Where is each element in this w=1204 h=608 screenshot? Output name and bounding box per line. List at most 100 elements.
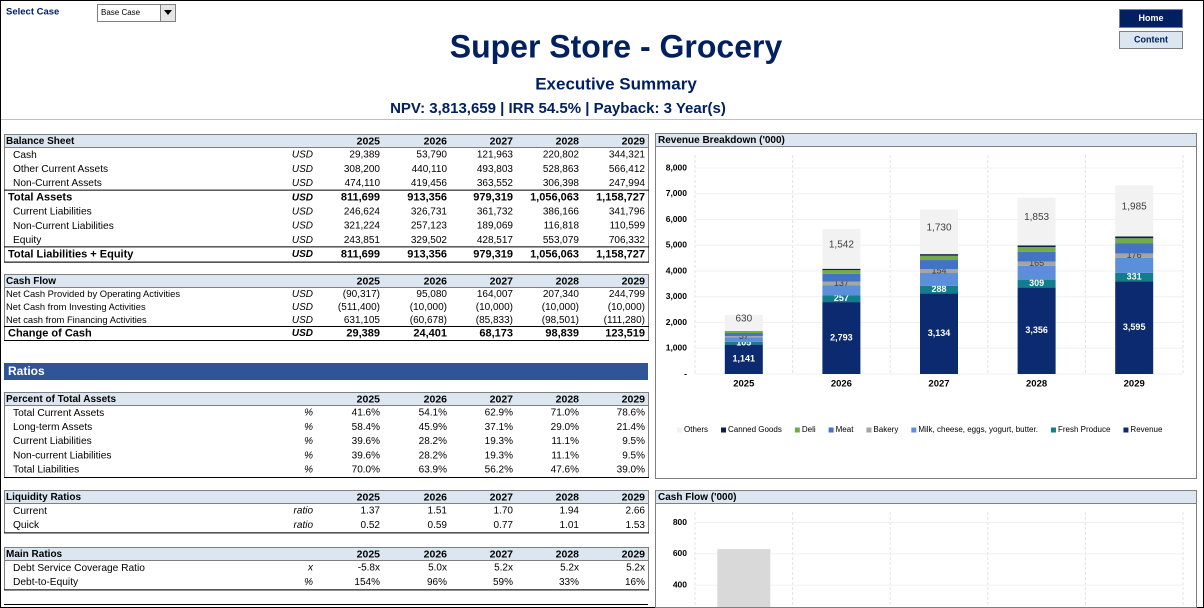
cell-value: 53,790 <box>416 150 447 161</box>
cell-value: 329,502 <box>411 235 448 246</box>
data-label: 105 <box>736 338 751 348</box>
cell-value: 361,732 <box>477 207 514 218</box>
cell-value: 45.9% <box>419 422 447 433</box>
cell-value: 21.4% <box>617 422 645 433</box>
content-button-label[interactable]: Content <box>1134 34 1168 44</box>
year-header: 2026 <box>424 135 448 147</box>
row-label: Current Liabilities <box>13 436 92 447</box>
bar-segment <box>1115 281 1154 374</box>
cell-value: 341,796 <box>609 207 646 218</box>
bar-segment <box>822 285 861 296</box>
cell-value: 154% <box>354 577 380 588</box>
year-header: 2027 <box>490 393 514 405</box>
legend-swatch <box>828 427 834 433</box>
cell-value: 54.1% <box>419 408 447 419</box>
cell-value: (511,400) <box>338 302 380 313</box>
cell-value: 68,173 <box>479 327 513 339</box>
row-unit: % <box>304 450 313 461</box>
cell-value: 528,863 <box>543 164 580 175</box>
legend-swatch <box>1123 427 1129 433</box>
chart-title: Revenue Breakdown ('000) <box>658 135 785 146</box>
row-label: Net cash from Financing Activities <box>6 314 147 325</box>
row-unit: % <box>304 436 313 447</box>
bar-segment <box>1115 272 1154 282</box>
row-label: Current <box>13 506 47 517</box>
bar-segment <box>724 337 763 342</box>
cell-value: 246,624 <box>344 207 381 218</box>
table-header <box>4 134 649 148</box>
bar-segment <box>822 229 861 269</box>
x-tick-label: 2025 <box>733 379 755 390</box>
cell-value: 440,110 <box>412 164 448 175</box>
cell-value: 220,802 <box>543 150 580 161</box>
row-label: Non-Current Assets <box>13 178 102 189</box>
home-button-box[interactable] <box>1119 9 1183 28</box>
legend-label: Milk, cheese, eggs, yogurt, butter. <box>918 425 1038 434</box>
table-title: Liquidity Ratios <box>6 492 81 503</box>
cell-value: 71.0% <box>551 408 579 419</box>
data-label: 165 <box>1029 258 1044 268</box>
bar-segment <box>724 344 763 374</box>
home-button[interactable]: Home <box>1119 9 1183 28</box>
bar <box>717 549 771 607</box>
row-unit: USD <box>292 249 313 260</box>
year-header: 2027 <box>490 491 514 503</box>
dropdown-value: Base Case <box>101 8 141 17</box>
row-label: Total Assets <box>8 192 72 204</box>
x-tick-label: 2027 <box>928 379 949 390</box>
cell-value: 811,699 <box>341 192 380 204</box>
data-label: 1,141 <box>733 354 756 364</box>
cell-value: 29,389 <box>349 150 380 161</box>
table-header <box>4 274 649 288</box>
row-unit: ratio <box>294 520 314 531</box>
legend-label: Bakery <box>873 425 898 434</box>
summary-line: NPV: 3,813,659 | IRR 54.5% | Payback: 3 … <box>390 100 726 117</box>
table-header <box>4 547 649 561</box>
cell-value: -5.8x <box>358 563 380 574</box>
y-tick-label: 800 <box>673 517 687 527</box>
year-header: 2027 <box>490 135 514 147</box>
legend-label: Meat <box>836 425 855 434</box>
cell-value: 553,079 <box>543 235 580 246</box>
cell-value: 41.6% <box>352 408 380 419</box>
cell-value: 33% <box>559 577 579 588</box>
y-tick-label: 2,000 <box>666 317 688 327</box>
case-dropdown[interactable]: Base Case <box>97 4 176 22</box>
table-header <box>4 490 649 504</box>
bar-segment <box>724 331 763 333</box>
bar-segment <box>1115 238 1154 244</box>
content-button-box[interactable] <box>1119 31 1183 49</box>
data-label: 3,134 <box>928 328 951 338</box>
bar-segment <box>920 260 958 270</box>
content-button[interactable]: Content <box>1119 31 1183 49</box>
dropdown-arrow <box>164 10 172 15</box>
chart-header <box>655 133 1197 147</box>
bar-segment <box>724 314 763 332</box>
table-title: Balance Sheet <box>6 136 75 147</box>
cell-value: 9.5% <box>622 450 645 461</box>
row-label: Total Current Assets <box>13 408 104 419</box>
cell-value: 39.0% <box>617 465 645 476</box>
row-unit: USD <box>292 328 313 339</box>
cell-value: 28.2% <box>419 436 447 447</box>
year-header: 2026 <box>424 393 448 405</box>
cell-value: 0.59 <box>428 520 448 531</box>
home-button-label[interactable]: Home <box>1138 13 1163 23</box>
row-label: Long-term Assets <box>13 422 92 433</box>
row-label: Total Liabilities + Equity <box>8 248 134 260</box>
cell-value: 11.1% <box>551 436 579 447</box>
bar-segment <box>724 332 763 337</box>
cell-value: 419,456 <box>411 178 448 189</box>
legend-label: Canned Goods <box>728 425 782 434</box>
bar-segment <box>1017 287 1056 374</box>
cell-value: 1,056,063 <box>530 192 579 204</box>
cell-value: 28.2% <box>419 450 447 461</box>
page-title: Super Store - Grocery <box>450 28 783 64</box>
bar-segment <box>920 255 958 261</box>
cell-value: 116,818 <box>544 221 580 232</box>
year-header: 2029 <box>622 393 646 405</box>
cell-value: 913,356 <box>407 192 447 204</box>
legend-swatch <box>866 427 872 433</box>
legend-label: Others <box>684 425 708 434</box>
